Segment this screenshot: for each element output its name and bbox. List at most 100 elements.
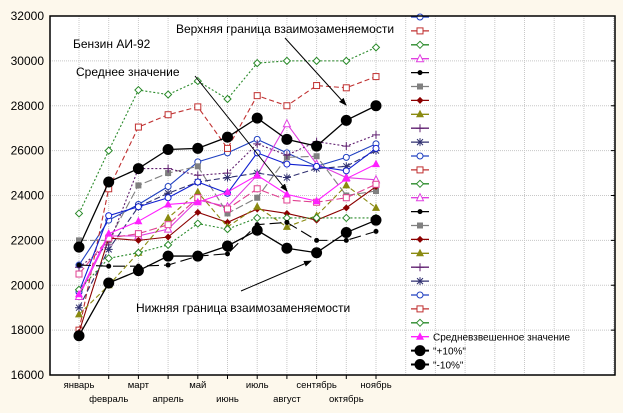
marker-dot [106,263,112,269]
marker-square [313,82,321,90]
marker-triangle [282,118,292,128]
marker-triangle [342,174,351,182]
marker-square [417,222,423,229]
marker-big-dot [414,345,426,357]
marker-big-dot [103,277,115,289]
marker-dot [225,251,230,257]
series-line [78,76,377,331]
marker-triangle [163,224,173,233]
marker-diamond [371,43,381,52]
legend-item [411,359,429,370]
marker-asterisk [416,277,424,286]
marker-triangle [104,229,113,237]
marker-dot [373,228,379,234]
marker-circle [164,194,172,202]
marker-big-dot [311,247,323,259]
y-tick-label: 20000 [11,278,45,292]
marker-asterisk [342,162,351,171]
marker-circle [342,153,350,161]
legend-label: "+10%" [433,347,466,358]
marker-square [416,27,424,35]
marker-triangle [193,197,202,206]
marker-big-dot [340,114,352,126]
marker-big-dot [251,224,263,236]
annotation-lower-arrow [240,260,312,292]
marker-square [283,102,291,110]
marker-triangle [342,180,351,189]
marker-dot [314,237,320,243]
x-tick-label: июль [246,380,269,391]
marker-circle [194,178,202,186]
marker-asterisk [75,303,83,312]
marker-circle [416,13,424,21]
marker-triangle [416,109,424,118]
marker-big-dot [222,131,233,143]
marker-triangle [75,289,83,298]
marker-diamond [193,76,203,86]
annotation-upper-bound: Верхняя граница взаимозаменяемости [176,22,394,36]
marker-diamond [104,146,113,155]
legend-label: "-10%" [433,361,464,372]
annotation-lower-bound: Нижняя граница взаимозаменяемости [136,301,350,315]
marker-asterisk [282,173,291,182]
marker-big-dot [162,144,174,156]
marker-big-dot [73,241,85,253]
marker-big-dot [281,242,293,254]
marker-square [283,196,291,204]
chart-title: Бензин АИ-92 [73,37,151,51]
marker-diamond [163,90,173,99]
marker-circle [164,183,172,191]
marker-circle [313,162,321,170]
x-tick-label: октябрь [329,394,364,405]
marker-triangle [253,170,262,179]
y-tick-label: 26000 [11,144,45,158]
series-line [78,221,377,267]
annotation-mean: Среднее значение [76,65,180,79]
marker-triangle [415,192,425,202]
marker-square [373,188,379,195]
annotation-upper-arrow [284,37,347,106]
marker-square [224,144,231,152]
marker-circle [105,212,113,220]
legend-item [411,192,429,202]
marker-big-dot [311,140,323,152]
legend-item [411,209,429,215]
marker-square [372,73,380,81]
x-tick-label: январь [64,380,95,391]
annotation-mean-arrow [194,75,288,192]
y-tick-label: 16000 [11,368,45,382]
marker-square [313,153,320,160]
series-s3 [74,43,381,218]
marker-circle [283,160,291,168]
marker-square [194,163,201,170]
marker-square [224,205,231,213]
legend-item [411,179,429,189]
marker-circle [416,152,424,160]
legend-item [411,124,429,133]
marker-square [164,221,172,229]
marker-big-dot [281,133,293,145]
marker-square [134,123,142,131]
series-"-10%" [73,214,382,342]
marker-circle [342,167,350,175]
y-tick-label: 32000 [11,9,45,23]
x-tick-label: август [273,394,301,405]
series-s12 [74,213,381,294]
legend-item [411,53,429,63]
y-tick-label: 30000 [11,54,45,68]
series-Средневзвешенное значение [75,159,380,298]
legend-item [411,345,429,357]
marker-circle [134,203,142,211]
marker-triangle [372,159,380,168]
marker-square [417,83,423,90]
legend-item [411,248,429,257]
marker-big-dot [222,240,233,252]
marker-diamond [164,233,172,241]
marker-square [342,194,350,202]
marker-big-dot [414,359,426,370]
marker-big-dot [162,250,174,262]
marker-diamond [415,40,425,50]
marker-triangle [164,199,173,208]
legend-item [411,40,429,50]
marker-big-dot [192,142,204,154]
